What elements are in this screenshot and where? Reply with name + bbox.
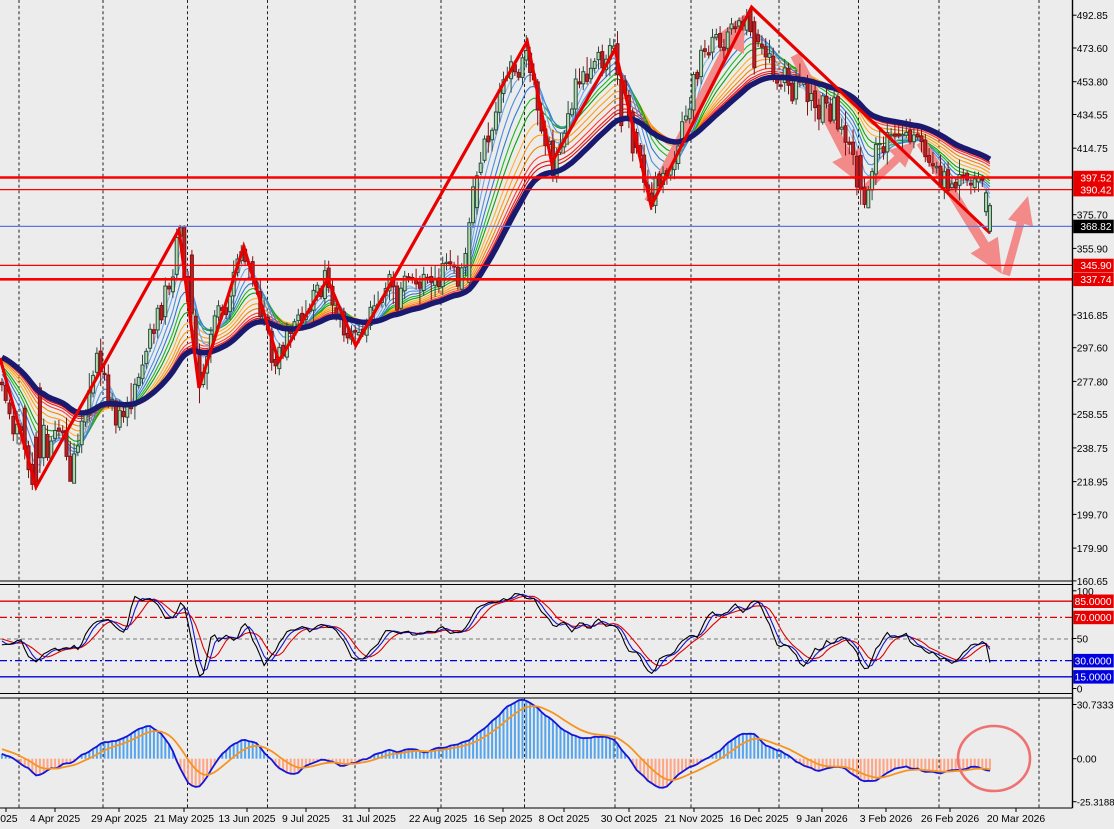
svg-text:397.52: 397.52 [1080, 173, 1111, 184]
svg-text:50: 50 [1077, 635, 1089, 646]
svg-text:9 Jan 2026: 9 Jan 2026 [796, 814, 848, 825]
svg-text:16 Dec 2025: 16 Dec 2025 [730, 814, 789, 825]
svg-text:316.85: 316.85 [1077, 311, 1108, 322]
svg-text:85.0000: 85.0000 [1075, 597, 1112, 608]
svg-text:390.42: 390.42 [1080, 185, 1111, 196]
svg-text:26 Feb 2026: 26 Feb 2026 [921, 814, 980, 825]
svg-text:355.90: 355.90 [1077, 244, 1108, 255]
svg-text:434.55: 434.55 [1077, 111, 1108, 122]
svg-text:8 Oct 2025: 8 Oct 2025 [539, 814, 590, 825]
svg-text:297.60: 297.60 [1077, 344, 1108, 355]
svg-text:70.0000: 70.0000 [1075, 613, 1112, 624]
svg-text:258.55: 258.55 [1077, 410, 1108, 421]
svg-text:21 Nov 2025: 21 Nov 2025 [665, 814, 724, 825]
svg-text:238.75: 238.75 [1077, 444, 1108, 455]
svg-text:2025: 2025 [0, 814, 18, 825]
svg-text:13 Jun 2025: 13 Jun 2025 [218, 814, 275, 825]
svg-text:16 Sep 2025: 16 Sep 2025 [474, 814, 533, 825]
svg-text:100: 100 [1077, 587, 1094, 598]
svg-text:337.74: 337.74 [1080, 275, 1111, 286]
svg-text:277.80: 277.80 [1077, 377, 1108, 388]
svg-text:20 Mar 2026: 20 Mar 2026 [987, 814, 1046, 825]
svg-text:9 Jul 2025: 9 Jul 2025 [282, 814, 330, 825]
svg-text:345.90: 345.90 [1080, 261, 1111, 272]
svg-text:15.0000: 15.0000 [1075, 673, 1112, 684]
svg-text:3 Feb 2026: 3 Feb 2026 [860, 814, 913, 825]
svg-text:22 Aug 2025: 22 Aug 2025 [409, 814, 468, 825]
svg-text:453.80: 453.80 [1077, 78, 1108, 89]
svg-text:179.90: 179.90 [1077, 544, 1108, 555]
svg-text:0: 0 [1077, 685, 1083, 696]
svg-text:160.65: 160.65 [1077, 577, 1108, 588]
svg-text:30 Oct 2025: 30 Oct 2025 [601, 814, 658, 825]
svg-text:218.95: 218.95 [1077, 478, 1108, 489]
svg-text:30.0000: 30.0000 [1075, 656, 1112, 667]
svg-text:30.7333: 30.7333 [1077, 701, 1114, 712]
svg-text:29 Apr 2025: 29 Apr 2025 [91, 814, 147, 825]
svg-text:492.85: 492.85 [1077, 11, 1108, 22]
svg-text:-25.3188: -25.3188 [1077, 798, 1114, 809]
svg-text:473.60: 473.60 [1077, 44, 1108, 55]
svg-text:4 Apr 2025: 4 Apr 2025 [30, 814, 80, 825]
svg-text:21 May 2025: 21 May 2025 [154, 814, 214, 825]
svg-text:31 Jul 2025: 31 Jul 2025 [342, 814, 396, 825]
svg-text:414.75: 414.75 [1077, 144, 1108, 155]
svg-text:199.70: 199.70 [1077, 510, 1108, 521]
svg-text:0.00: 0.00 [1077, 755, 1097, 766]
svg-text:375.70: 375.70 [1077, 211, 1108, 222]
svg-text:368.82: 368.82 [1080, 222, 1111, 233]
